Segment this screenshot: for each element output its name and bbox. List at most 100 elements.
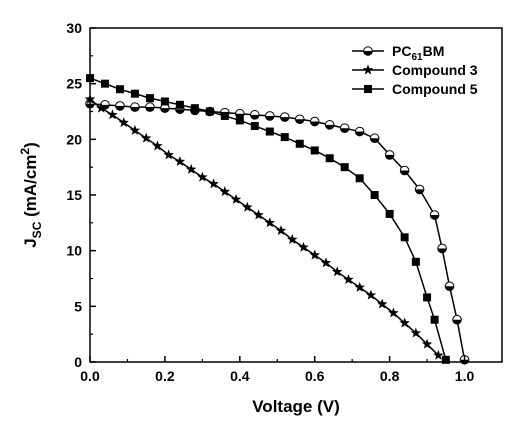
- data-point: [370, 191, 379, 199]
- data-point: [294, 114, 305, 125]
- data-point: [152, 140, 163, 151]
- legend-marker: [364, 85, 372, 93]
- data-point: [205, 107, 214, 116]
- y-tick-label: 15: [66, 187, 82, 203]
- y-axis-title-sup: 2: [18, 148, 32, 155]
- legend-label: Compound 5: [392, 81, 478, 97]
- data-point: [430, 315, 439, 324]
- data-point: [310, 146, 319, 155]
- data-point: [230, 193, 242, 204]
- data-point: [107, 109, 118, 120]
- data-point: [340, 163, 349, 172]
- series-line: [89, 102, 466, 360]
- data-point: [385, 209, 394, 218]
- data-point: [298, 241, 309, 252]
- data-point: [145, 102, 155, 112]
- data-point: [437, 243, 447, 254]
- data-point: [265, 127, 274, 136]
- data-point: [343, 274, 354, 285]
- legend-item: Compound 5: [352, 81, 478, 97]
- data-point: [118, 117, 129, 128]
- data-point: [441, 355, 450, 364]
- data-point: [190, 104, 199, 113]
- data-point: [264, 111, 275, 121]
- y-axis-title: JSC (mA/cm2): [18, 142, 44, 248]
- x-tick-label: 0.4: [230, 368, 250, 384]
- y-tick-label: 30: [66, 20, 82, 36]
- legend-label: PC61BM: [392, 43, 444, 63]
- data-point: [264, 217, 276, 228]
- data-point: [163, 149, 174, 160]
- data-point: [388, 307, 399, 318]
- y-tick-label: 5: [74, 298, 82, 314]
- data-point: [444, 281, 455, 292]
- y-axis-title-close: ): [21, 142, 40, 148]
- data-point: [384, 150, 395, 160]
- data-point: [185, 163, 197, 174]
- data-point: [197, 171, 208, 182]
- plot-frame: [89, 27, 503, 363]
- legend-marker: [363, 46, 373, 56]
- data-point: [376, 298, 388, 309]
- data-point: [400, 233, 409, 242]
- data-point: [429, 210, 440, 220]
- data-point: [320, 257, 332, 268]
- data-point: [220, 111, 229, 120]
- data-point: [365, 289, 377, 300]
- data-point: [280, 133, 289, 142]
- axis-ticks: 0.0 0.2 0.4 0.6 0.8 1.0 0 5 10 15 20 25 30: [66, 20, 474, 384]
- x-tick-label: 0.6: [305, 368, 325, 384]
- data-point: [295, 139, 304, 148]
- x-tick-label: 0.0: [80, 368, 100, 384]
- data-point: [275, 225, 287, 236]
- data-point: [369, 133, 380, 144]
- legend-item: PC61BM: [352, 43, 444, 63]
- data-point: [145, 94, 154, 103]
- data-point: [433, 349, 444, 360]
- data-point: [421, 338, 433, 349]
- data-point: [331, 266, 343, 277]
- data-point: [399, 317, 410, 328]
- data-point: [174, 156, 186, 167]
- data-point: [309, 116, 320, 127]
- y-axis-title-sub: SC: [30, 221, 44, 238]
- series-line: [89, 98, 439, 356]
- y-axis-title-main: J: [21, 238, 40, 247]
- plot-series: [84, 74, 470, 365]
- data-point: [140, 132, 152, 143]
- y-axis-title-unit: (mA/cm: [21, 155, 40, 222]
- data-point: [325, 154, 334, 163]
- data-point: [410, 327, 422, 338]
- data-point: [175, 100, 184, 109]
- data-point: [253, 209, 264, 220]
- data-point: [242, 201, 253, 212]
- data-point: [115, 101, 125, 111]
- data-point: [309, 249, 320, 260]
- data-point: [287, 234, 298, 244]
- data-point: [115, 85, 124, 94]
- data-point: [235, 116, 244, 125]
- data-point: [452, 314, 462, 325]
- x-tick-label: 1.0: [455, 368, 475, 384]
- data-point: [423, 293, 432, 302]
- x-axis-title: Voltage (V): [252, 397, 340, 416]
- series-0: [85, 98, 470, 365]
- data-point: [324, 120, 335, 130]
- data-point: [160, 97, 169, 106]
- x-tick-label: 0.2: [155, 368, 175, 384]
- y-tick-label: 20: [66, 131, 82, 147]
- data-point: [208, 178, 219, 189]
- data-point: [279, 112, 290, 122]
- data-point: [354, 126, 365, 137]
- data-point: [355, 174, 364, 183]
- series-1: [84, 93, 444, 360]
- legend-item: Compound 3: [352, 62, 478, 78]
- y-tick-label: 0: [74, 354, 82, 370]
- data-point: [96, 102, 107, 113]
- data-point: [411, 257, 420, 266]
- data-point: [250, 121, 259, 130]
- data-point: [129, 124, 141, 135]
- data-point: [130, 89, 139, 98]
- data-point: [219, 186, 231, 197]
